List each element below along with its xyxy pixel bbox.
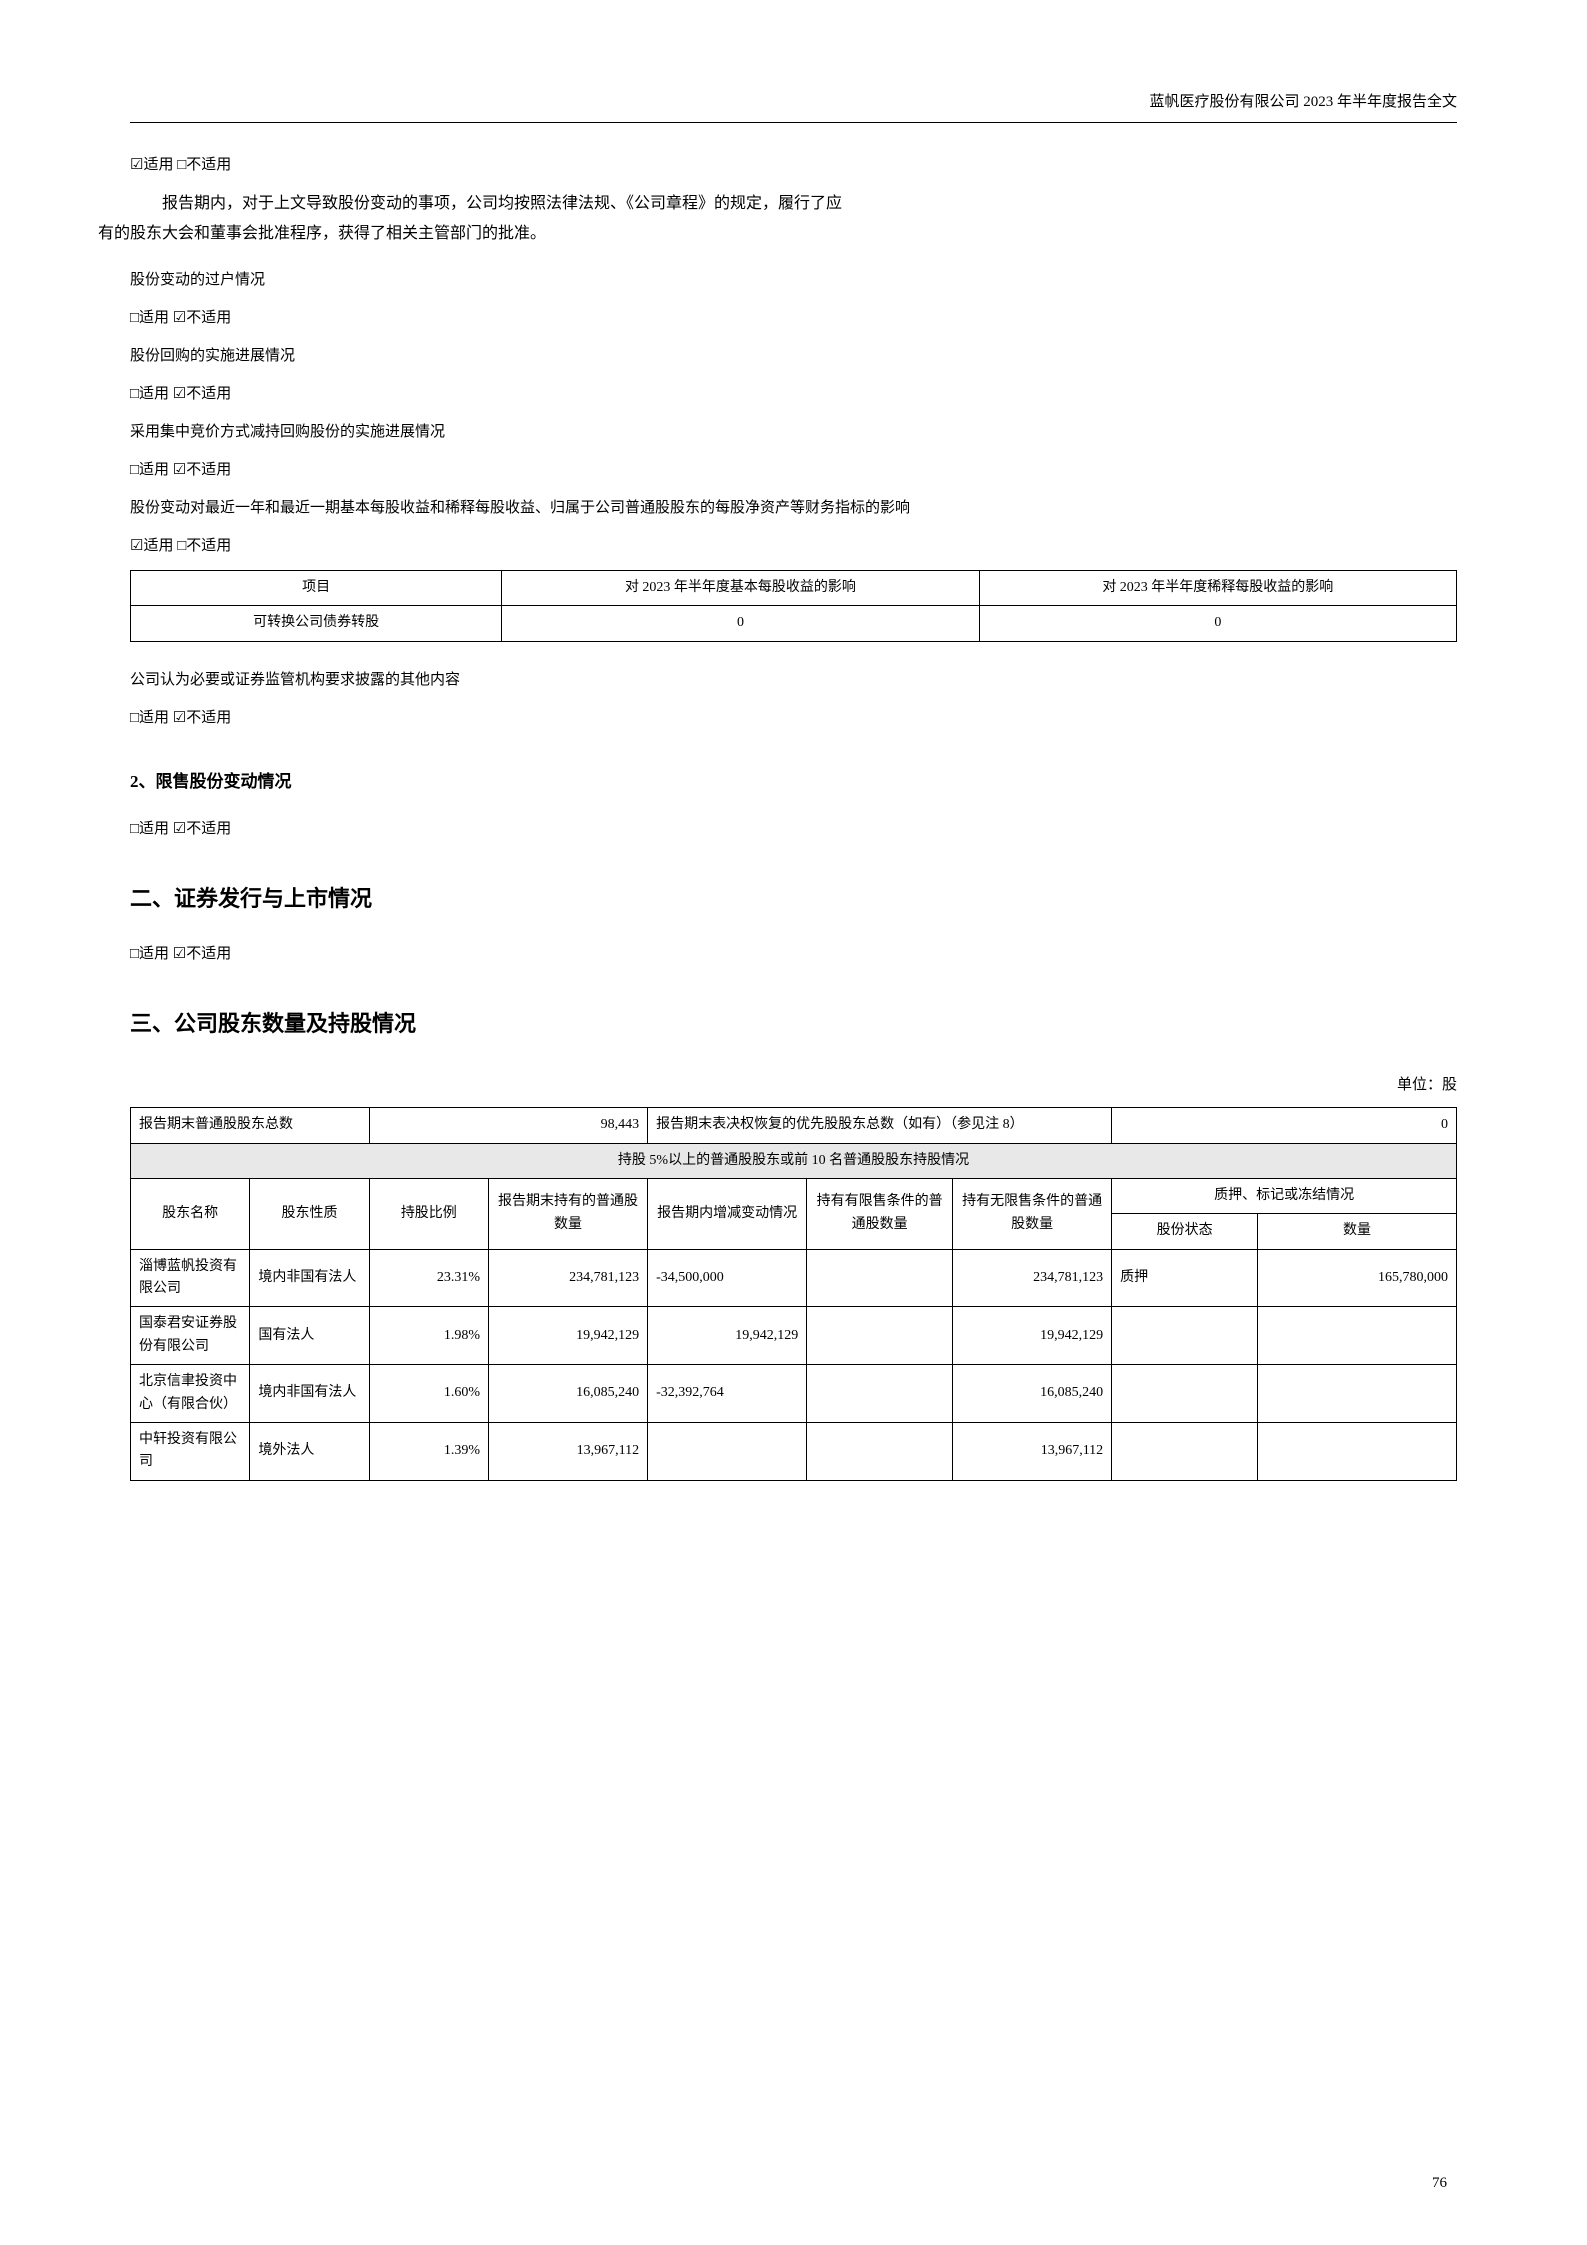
table-cell: 报告期末普通股股东总数 [131,1108,370,1143]
table-cell [1112,1365,1258,1423]
applicable-line: □适用 ☑不适用 [130,458,1457,482]
table-header: 对 2023 年半年度基本每股收益的影响 [502,570,979,605]
applicable-line: □适用 ☑不适用 [130,706,1457,730]
table-header: 股份状态 [1112,1214,1258,1249]
table-cell: 国泰君安证券股份有限公司 [131,1307,250,1365]
table-row: 可转换公司债券转股 0 0 [131,606,1457,641]
table-row: 中轩投资有限公司 境外法人 1.39% 13,967,112 13,967,11… [131,1423,1457,1481]
table-cell: 北京信聿投资中心（有限合伙） [131,1365,250,1423]
unit-label: 单位：股 [130,1073,1457,1097]
table-cell [807,1365,953,1423]
para-line: 有的股东大会和董事会批准程序，获得了相关主管部门的批准。 [98,225,546,242]
table-cell: -34,500,000 [648,1249,807,1307]
table-cell: 98,443 [369,1108,647,1143]
table-cell: 境内非国有法人 [250,1249,369,1307]
subheading: 股份变动对最近一年和最近一期基本每股收益和稀释每股收益、归属于公司普通股股东的每… [130,496,1457,520]
table-cell: 持股 5%以上的普通股股东或前 10 名普通股股东持股情况 [131,1143,1457,1178]
table-header: 股东名称 [131,1178,250,1249]
table-row: 北京信聿投资中心（有限合伙） 境内非国有法人 1.60% 16,085,240 … [131,1365,1457,1423]
table-header: 股东性质 [250,1178,369,1249]
table-cell: 可转换公司债券转股 [131,606,502,641]
applicable-line: ☑适用 □不适用 [130,153,1457,177]
para-line: 报告期内，对于上文导致股份变动的事项，公司均按照法律法规、《公司章程》的规定，履… [162,195,842,212]
table-cell: 16,085,240 [953,1365,1112,1423]
main-heading: 三、公司股东数量及持股情况 [130,1006,1457,1041]
table-cell: 23.31% [369,1249,488,1307]
table-cell [1112,1307,1258,1365]
table-header: 数量 [1258,1214,1457,1249]
table-cell [1258,1307,1457,1365]
table-cell: 境外法人 [250,1423,369,1481]
subheading: 股份回购的实施进展情况 [130,344,1457,368]
table-cell: 0 [1112,1108,1457,1143]
table-cell: 19,942,129 [648,1307,807,1365]
table-row: 报告期末普通股股东总数 98,443 报告期末表决权恢复的优先股股东总数（如有）… [131,1108,1457,1143]
table-cell [807,1249,953,1307]
table-cell: 1.98% [369,1307,488,1365]
applicable-line: □适用 ☑不适用 [130,306,1457,330]
subheading: 采用集中竞价方式减持回购股份的实施进展情况 [130,420,1457,444]
applicable-line: □适用 ☑不适用 [130,382,1457,406]
table-cell [648,1423,807,1481]
paragraph: 报告期内，对于上文导致股份变动的事项，公司均按照法律法规、《公司章程》的规定，履… [130,189,1457,250]
table-cell [1112,1423,1258,1481]
applicable-line: □适用 ☑不适用 [130,942,1457,966]
eps-impact-table: 项目 对 2023 年半年度基本每股收益的影响 对 2023 年半年度稀释每股收… [130,570,1457,642]
table-cell: 234,781,123 [953,1249,1112,1307]
table-cell [1258,1365,1457,1423]
table-header: 持有无限售条件的普通股数量 [953,1178,1112,1249]
table-cell: 报告期末表决权恢复的优先股股东总数（如有）（参见注 8） [648,1108,1112,1143]
table-cell: 中轩投资有限公司 [131,1423,250,1481]
table-row: 持股 5%以上的普通股股东或前 10 名普通股股东持股情况 [131,1143,1457,1178]
table-header: 报告期内增减变动情况 [648,1178,807,1249]
heading: 2、限售股份变动情况 [130,768,1457,795]
doc-header: 蓝帆医疗股份有限公司 2023 年半年度报告全文 [130,90,1457,114]
table-cell [807,1423,953,1481]
table-cell: 境内非国有法人 [250,1365,369,1423]
table-header-row: 股东名称 股东性质 持股比例 报告期末持有的普通股数量 报告期内增减变动情况 持… [131,1178,1457,1213]
subheading: 股份变动的过户情况 [130,268,1457,292]
table-cell: 0 [979,606,1456,641]
table-cell [807,1307,953,1365]
table-cell: 165,780,000 [1258,1249,1457,1307]
main-heading: 二、证券发行与上市情况 [130,881,1457,916]
table-header: 持有有限售条件的普通股数量 [807,1178,953,1249]
table-header: 质押、标记或冻结情况 [1112,1178,1457,1213]
table-cell: 16,085,240 [488,1365,647,1423]
table-cell: 0 [502,606,979,641]
table-header: 报告期末持有的普通股数量 [488,1178,647,1249]
shareholder-table: 报告期末普通股股东总数 98,443 报告期末表决权恢复的优先股股东总数（如有）… [130,1107,1457,1481]
table-cell: 国有法人 [250,1307,369,1365]
table-row: 国泰君安证券股份有限公司 国有法人 1.98% 19,942,129 19,94… [131,1307,1457,1365]
table-cell: -32,392,764 [648,1365,807,1423]
table-cell: 1.60% [369,1365,488,1423]
subheading: 公司认为必要或证券监管机构要求披露的其他内容 [130,668,1457,692]
table-cell: 质押 [1112,1249,1258,1307]
table-cell [1258,1423,1457,1481]
header-rule [130,122,1457,123]
table-header: 项目 [131,570,502,605]
table-cell: 19,942,129 [488,1307,647,1365]
table-cell: 234,781,123 [488,1249,647,1307]
table-header: 持股比例 [369,1178,488,1249]
table-cell: 淄博蓝帆投资有限公司 [131,1249,250,1307]
table-cell: 19,942,129 [953,1307,1112,1365]
table-header: 对 2023 年半年度稀释每股收益的影响 [979,570,1456,605]
table-row: 淄博蓝帆投资有限公司 境内非国有法人 23.31% 234,781,123 -3… [131,1249,1457,1307]
applicable-line: ☑适用 □不适用 [130,534,1457,558]
table-cell: 13,967,112 [953,1423,1112,1481]
applicable-line: □适用 ☑不适用 [130,817,1457,841]
page-number: 76 [1432,2171,1447,2195]
table-cell: 13,967,112 [488,1423,647,1481]
table-cell: 1.39% [369,1423,488,1481]
